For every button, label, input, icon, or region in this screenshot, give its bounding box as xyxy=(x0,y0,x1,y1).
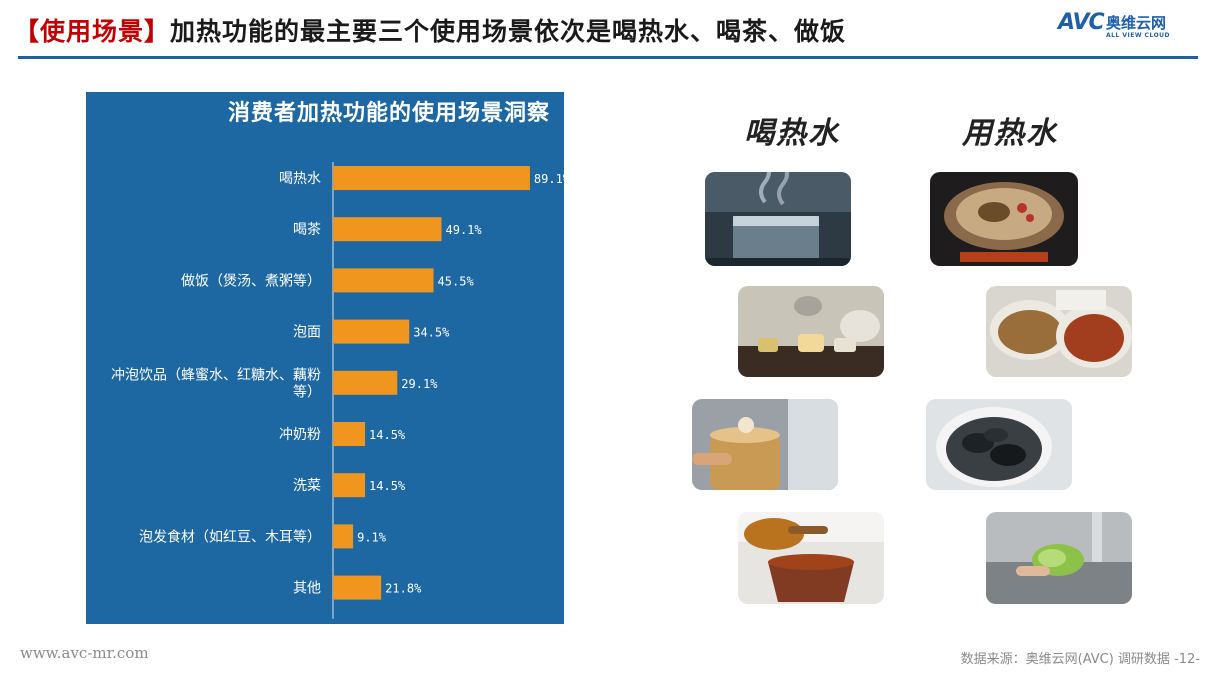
category-label-6: 洗菜 xyxy=(293,478,321,494)
title-divider xyxy=(18,56,1198,59)
logo-chinese-name: 奥维云网 xyxy=(1106,14,1167,32)
category-label-line: 做饭（煲汤、煮粥等） xyxy=(181,272,321,289)
category-label-1: 喝茶 xyxy=(293,222,321,238)
bar-8 xyxy=(333,575,382,600)
value-label-3: 34.5% xyxy=(413,326,450,340)
value-label-4: 29.1% xyxy=(401,377,438,391)
category-label-8: 其他 xyxy=(293,581,321,597)
category-label-line: 洗菜 xyxy=(293,478,321,494)
value-label-7: 9.1% xyxy=(357,530,387,544)
value-label-6: 14.5% xyxy=(369,479,406,493)
category-label-line: 泡面 xyxy=(293,325,321,341)
page-title-tag: 【使用场景】 xyxy=(14,17,171,46)
category-label-line: 冲泡饮品（蜂蜜水、红糖水、藕粉 xyxy=(111,367,321,383)
soaked-wood-ear-photo xyxy=(926,399,1072,490)
bar-chart: 89.1% 喝热水 49.1% 喝茶 45.5% 做饭（煲汤、煮粥等） 34.5% 泡面 29.… xyxy=(111,162,564,619)
category-label-line: 其他 xyxy=(293,581,321,597)
category-label-line: 等） xyxy=(293,383,321,400)
category-label-line: 泡发食材（如红豆、木耳等） xyxy=(139,528,321,545)
logo-mark: AVC xyxy=(1058,10,1105,35)
honey-drink-photo xyxy=(692,399,838,490)
instant-noodles-photo xyxy=(986,286,1132,377)
category-label-0: 喝热水 xyxy=(279,171,321,187)
bar-3 xyxy=(333,319,410,344)
value-label-1: 49.1% xyxy=(446,223,483,237)
bar-0 xyxy=(333,166,530,190)
category-label-3: 泡面 xyxy=(293,325,321,341)
page-title: 【使用场景】加热功能的最主要三个使用场景依次是喝热水、喝茶、做饭 xyxy=(14,12,846,52)
category-label-2: 做饭（煲汤、煮粥等） xyxy=(181,272,321,289)
value-label-2: 45.5% xyxy=(438,274,475,288)
bar-1 xyxy=(333,217,442,242)
category-label-5: 冲奶粉 xyxy=(279,427,321,443)
logo-english-name: ALL VIEW CLOUD xyxy=(1106,32,1171,39)
chart-panel: 消费者加热功能的使用场景洞察 89.1% 喝热水 49.1% 喝茶 45.5% 做饭（煲汤… xyxy=(86,92,564,624)
washing-vegetables-photo xyxy=(986,512,1132,604)
category-label-line: 喝热水 xyxy=(279,171,321,187)
bar-7 xyxy=(333,524,354,549)
page-title-text: 加热功能的最主要三个使用场景依次是喝热水、喝茶、做饭 xyxy=(170,17,847,46)
clay-pot-soup-photo xyxy=(930,172,1078,266)
photo-column-label-left: 喝热水 xyxy=(744,116,840,151)
glass-kettle-steam-photo xyxy=(705,172,851,266)
bar-6 xyxy=(333,473,366,498)
category-label-4: 冲泡饮品（蜂蜜水、红糖水、藕粉等） xyxy=(111,367,321,400)
category-label-line: 冲奶粉 xyxy=(279,427,321,443)
value-label-0: 89.1% xyxy=(534,172,564,186)
category-label-line: 喝茶 xyxy=(293,222,321,238)
value-label-5: 14.5% xyxy=(369,428,406,442)
avc-logo: AVC 奥维云网 ALL VIEW CLOUD xyxy=(1058,8,1208,46)
bar-2 xyxy=(333,268,434,293)
bar-4 xyxy=(333,370,398,395)
category-label-7: 泡发食材（如红豆、木耳等） xyxy=(139,528,321,545)
footer-website: www.avc-mr.com xyxy=(20,644,149,662)
tea-pouring-photo xyxy=(738,286,884,377)
brown-sugar-tea-photo xyxy=(738,512,884,604)
bar-5 xyxy=(333,422,366,446)
value-label-8: 21.8% xyxy=(385,582,422,596)
chart-title: 消费者加热功能的使用场景洞察 xyxy=(227,101,550,126)
footer-source: 数据来源：奥维云网(AVC) 调研数据 -12- xyxy=(960,652,1200,667)
photo-column-label-right: 用热水 xyxy=(962,116,1058,151)
